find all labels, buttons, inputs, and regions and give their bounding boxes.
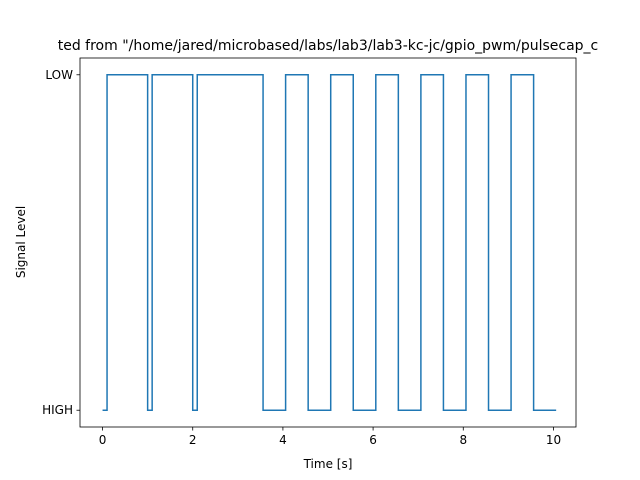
plot-layer [102,74,557,411]
chart-title: ted from "/home/jared/microbased/labs/la… [58,38,599,54]
y-tick-label: LOW [45,68,73,82]
y-axis-label: Signal Level [14,206,28,278]
signal-step-line [102,74,557,411]
y-tick-label: HIGH [42,403,73,417]
x-tick-label: 10 [546,433,561,447]
x-tick-label: 4 [279,433,287,447]
x-tick-label: 2 [189,433,197,447]
x-tick-label: 6 [369,433,377,447]
x-axis-label: Time [s] [303,457,353,471]
axes-frame [79,57,577,428]
x-tick-label: 0 [99,433,107,447]
x-tick-label: 8 [459,433,467,447]
ticks-layer: 0 2 4 6 8 10 HIGH LOW [42,68,561,447]
